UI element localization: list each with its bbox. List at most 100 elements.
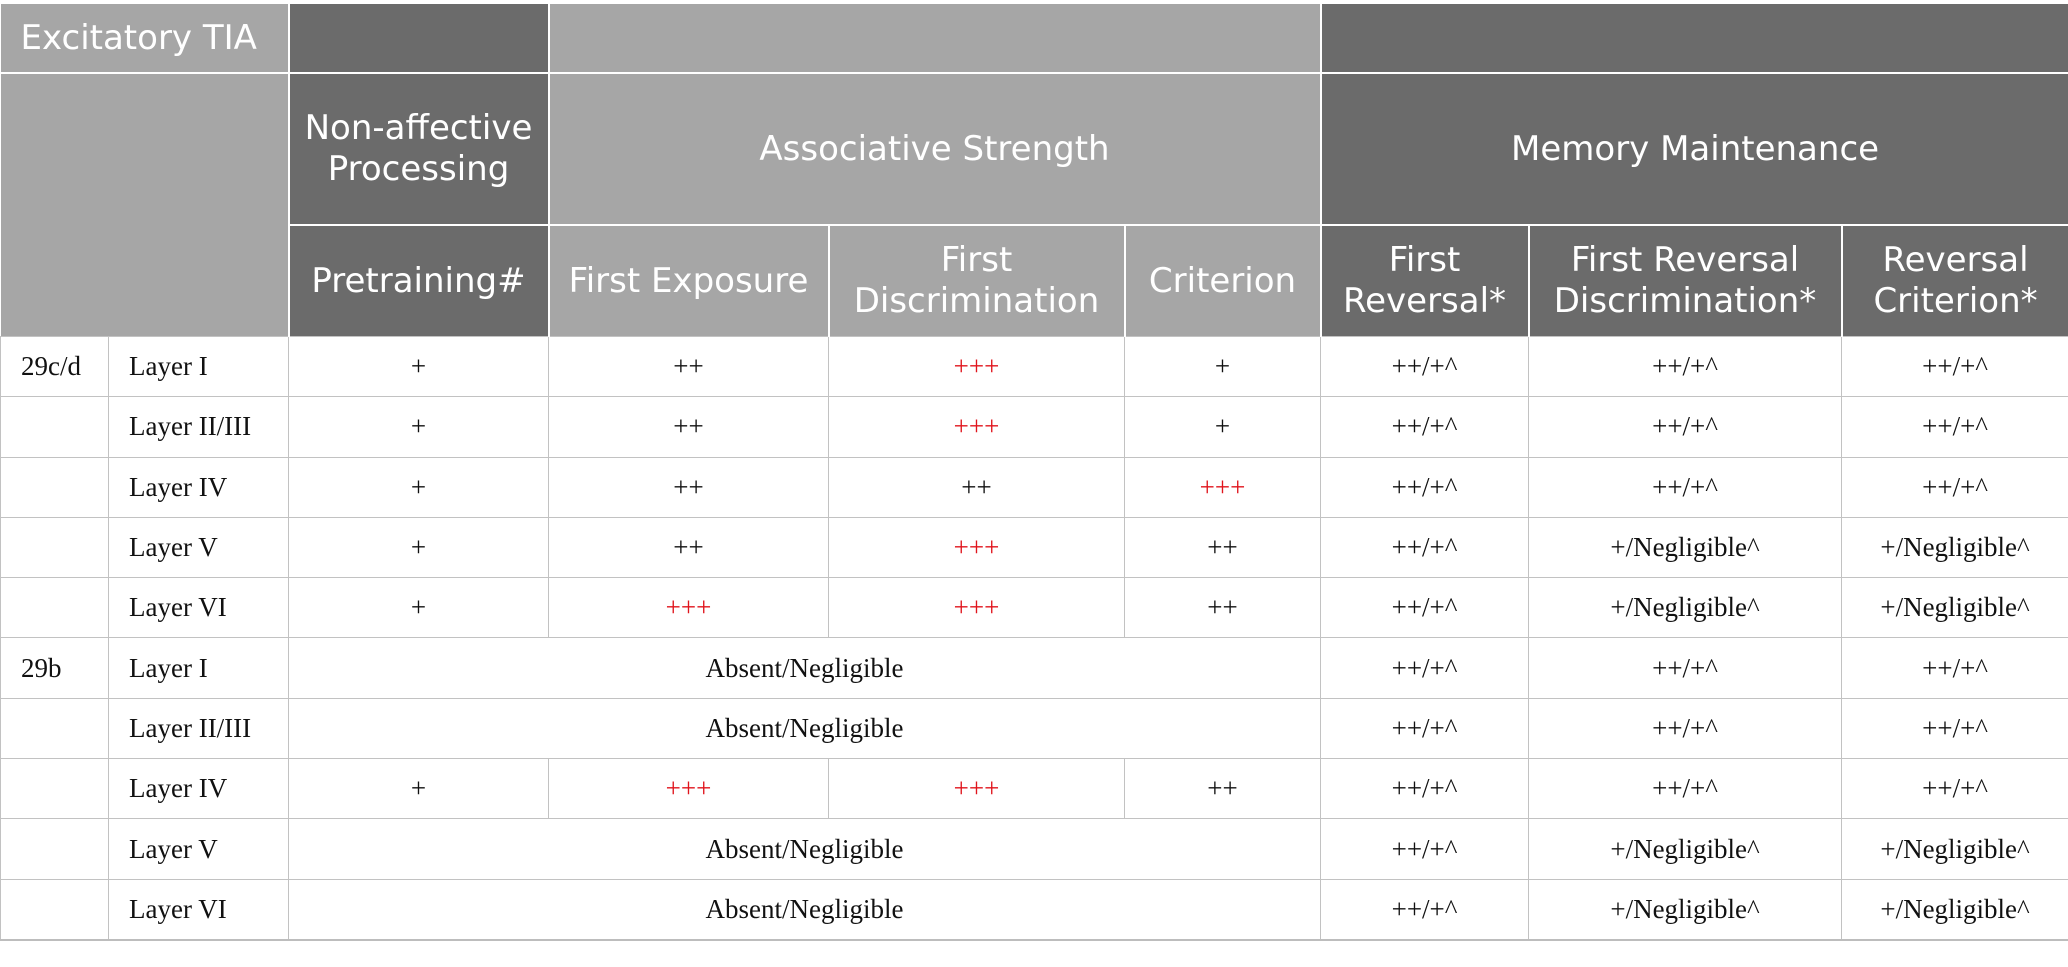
layer-cell: Layer V [108,516,289,579]
region-cell [0,878,109,941]
table-row: Layer II/III + ++ +++ + ++/+^ ++/+^ ++/+… [0,396,2068,458]
first-reversal-discrimination-cell: ++/+^ [1528,335,1843,398]
first-reversal-cell: ++/+^ [1320,577,1530,639]
criterion-cell: ++ [1123,577,1322,639]
layer-cell: Layer IV [108,456,289,518]
first-discrimination-cell: +++ [828,396,1125,458]
region-cell [0,456,109,518]
header-band-associative [547,4,1321,74]
first-reversal-discrimination-cell: ++/+^ [1528,697,1843,760]
first-reversal-cell: ++/+^ [1320,818,1530,880]
region-cell [0,758,109,820]
region-cell: 29c/d [0,335,109,398]
criterion-cell: +++ [1123,456,1322,518]
group-header-associative: Associative Strength [547,73,1321,226]
table-title: Excitatory TIA [0,4,289,74]
table-row: 29b Layer I Absent/Negligible ++/+^ ++/+… [0,637,2068,699]
reversal-criterion-cell: +/Negligible^ [1841,577,2068,639]
layer-cell: Layer II/III [108,396,289,458]
col-header-first-reversal-discrimination: First Reversal Discrimination* [1527,225,1842,337]
pretraining-cell: + [288,335,549,398]
reversal-criterion-cell: ++/+^ [1841,637,2068,699]
reversal-criterion-cell: +/Negligible^ [1841,516,2068,579]
first-reversal-cell: ++/+^ [1320,335,1530,398]
first-discrimination-cell: +++ [828,577,1125,639]
first-discrimination-cell: +++ [828,516,1125,579]
first-reversal-discrimination-cell: +/Negligible^ [1528,818,1843,880]
col-header-criterion: Criterion [1123,225,1321,337]
first-reversal-discrimination-cell: ++/+^ [1528,637,1843,699]
col-header-reversal-criterion: Reversal Criterion* [1840,225,2068,337]
header-band-memory [1319,4,2068,74]
reversal-criterion-cell: ++/+^ [1841,758,2068,820]
first-reversal-discrimination-cell: +/Negligible^ [1528,577,1843,639]
merged-absent-cell: Absent/Negligible [287,697,1322,760]
col-header-pretraining: Pretraining# [287,225,549,337]
table-row: Layer IV + ++ ++ +++ ++/+^ ++/+^ ++/+^ [0,456,2068,518]
group-header-memory: Memory Maintenance [1319,73,2068,226]
first-reversal-cell: ++/+^ [1320,637,1530,699]
first-reversal-discrimination-cell: ++/+^ [1528,456,1843,518]
header-blank-corner [0,73,289,337]
reversal-criterion-cell: ++/+^ [1841,396,2068,458]
layer-cell: Layer VI [108,577,289,639]
first-exposure-cell: +++ [548,577,829,639]
first-reversal-cell: ++/+^ [1320,758,1530,820]
reversal-criterion-cell: ++/+^ [1841,697,2068,760]
criterion-cell: + [1123,396,1322,458]
layer-cell: Layer II/III [108,697,289,760]
first-reversal-discrimination-cell: ++/+^ [1528,758,1843,820]
region-cell: 29b [0,637,109,699]
reversal-criterion-cell: +/Negligible^ [1841,878,2068,941]
header-band-nonaffective [287,4,549,74]
layer-cell: Layer I [108,335,289,398]
first-exposure-cell: ++ [548,396,829,458]
criterion-cell: + [1123,335,1322,398]
criterion-cell: ++ [1123,516,1322,579]
table-row: Layer VI Absent/Negligible ++/+^ +/Negli… [0,878,2068,941]
pretraining-cell: + [288,396,549,458]
first-reversal-discrimination-cell: +/Negligible^ [1528,878,1843,941]
reversal-criterion-cell: +/Negligible^ [1841,818,2068,880]
table-body: 29c/d Layer I + ++ +++ + ++/+^ ++/+^ ++/… [0,335,2068,941]
layer-cell: Layer I [108,637,289,699]
first-reversal-cell: ++/+^ [1320,396,1530,458]
table-row: Layer V Absent/Negligible ++/+^ +/Neglig… [0,818,2068,880]
reversal-criterion-cell: ++/+^ [1841,456,2068,518]
table-row: Layer VI + +++ +++ ++ ++/+^ +/Negligible… [0,577,2068,639]
table-row: 29c/d Layer I + ++ +++ + ++/+^ ++/+^ ++/… [0,335,2068,398]
table-header: Excitatory TIA Non-affective Processing … [0,4,2068,337]
pretraining-cell: + [288,758,549,820]
col-header-first-reversal: First Reversal* [1319,225,1529,337]
region-cell [0,396,109,458]
first-exposure-cell: +++ [548,758,829,820]
criterion-cell: ++ [1123,758,1322,820]
first-reversal-discrimination-cell: +/Negligible^ [1528,516,1843,579]
pretraining-cell: + [288,577,549,639]
col-header-first-discrimination: First Discrimination [827,225,1125,337]
first-exposure-cell: ++ [548,456,829,518]
table-row: Layer V + ++ +++ ++ ++/+^ +/Negligible^ … [0,516,2068,579]
merged-absent-cell: Absent/Negligible [287,818,1322,880]
first-reversal-cell: ++/+^ [1320,456,1530,518]
first-reversal-discrimination-cell: ++/+^ [1528,396,1843,458]
tia-table: Excitatory TIA Non-affective Processing … [0,4,2068,941]
merged-absent-cell: Absent/Negligible [287,637,1322,699]
region-cell [0,577,109,639]
first-reversal-cell: ++/+^ [1320,878,1530,941]
merged-absent-cell: Absent/Negligible [287,878,1322,941]
region-cell [0,818,109,880]
col-header-first-exposure: First Exposure [547,225,829,337]
first-discrimination-cell: ++ [828,456,1125,518]
first-discrimination-cell: +++ [828,335,1125,398]
table-row: Layer II/III Absent/Negligible ++/+^ ++/… [0,697,2068,760]
region-cell [0,516,109,579]
group-header-nonaffective: Non-affective Processing [287,73,549,226]
first-exposure-cell: ++ [548,335,829,398]
pretraining-cell: + [288,456,549,518]
table-row: Layer IV + +++ +++ ++ ++/+^ ++/+^ ++/+^ [0,758,2068,820]
first-reversal-cell: ++/+^ [1320,516,1530,579]
layer-cell: Layer VI [108,878,289,941]
region-cell [0,697,109,760]
pretraining-cell: + [288,516,549,579]
